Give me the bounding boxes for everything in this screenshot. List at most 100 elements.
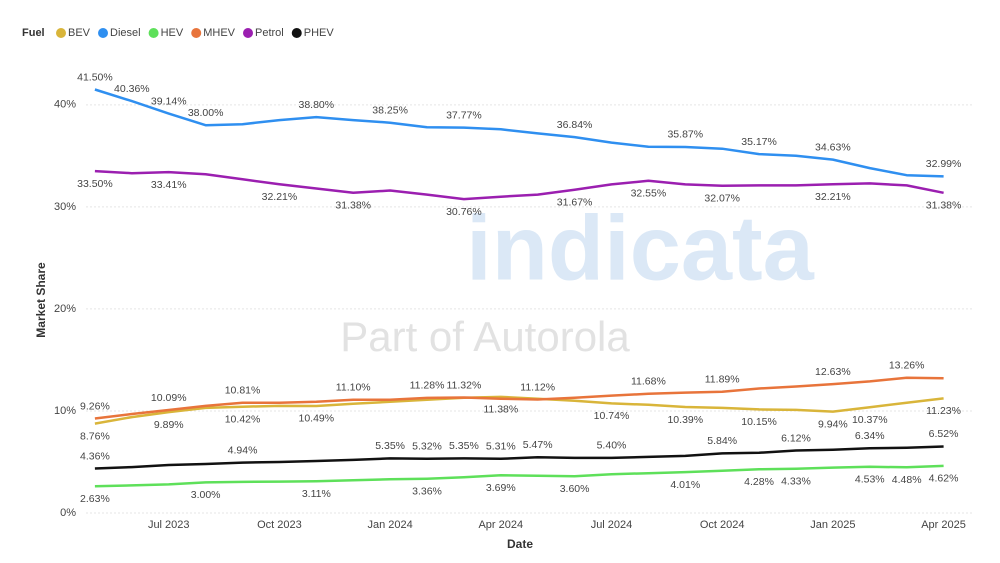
- legend-label: MHEV: [203, 27, 235, 39]
- data-label: 2.63%: [80, 493, 110, 505]
- legend-label: Petrol: [255, 27, 284, 39]
- data-label: 11.28%: [410, 380, 445, 392]
- data-label: 31.38%: [335, 200, 371, 212]
- data-label: 9.89%: [154, 419, 184, 431]
- data-label: 31.38%: [926, 200, 962, 212]
- series-line: [94, 464, 944, 488]
- data-label: 38.25%: [372, 104, 408, 116]
- data-label: 9.94%: [818, 418, 848, 430]
- legend-title: Fuel: [22, 27, 45, 39]
- data-label: 38.80%: [299, 99, 335, 111]
- data-label: 5.31%: [486, 441, 516, 453]
- series-line: [94, 88, 944, 178]
- series-line: [94, 169, 944, 201]
- data-label: 35.87%: [667, 129, 703, 141]
- y-tick-label: 20%: [54, 303, 76, 315]
- data-label: 31.67%: [557, 197, 593, 209]
- legend-swatch: [191, 28, 202, 38]
- data-label: 32.99%: [926, 158, 962, 170]
- data-label: 11.89%: [705, 373, 740, 385]
- legend-label: HEV: [161, 27, 184, 39]
- data-label: 5.32%: [412, 440, 442, 452]
- legend-swatch: [98, 28, 109, 38]
- y-tick-label: 0%: [60, 507, 76, 519]
- data-label: 38.00%: [188, 107, 224, 119]
- legend-label: PHEV: [304, 27, 335, 39]
- data-label: 11.23%: [926, 405, 961, 417]
- data-label: 30.76%: [446, 206, 482, 218]
- data-label: 8.76%: [80, 430, 110, 442]
- data-label: 6.34%: [855, 430, 885, 442]
- data-label: 5.84%: [707, 435, 737, 447]
- data-label: 12.63%: [815, 366, 851, 378]
- data-label: 13.26%: [889, 359, 925, 371]
- data-label: 9.26%: [80, 400, 110, 412]
- data-label: 4.53%: [855, 474, 885, 486]
- data-label: 4.94%: [228, 444, 258, 456]
- data-label: 5.35%: [375, 440, 405, 452]
- data-label: 4.48%: [892, 474, 922, 486]
- data-label: 39.14%: [151, 95, 187, 107]
- data-label: 32.55%: [631, 188, 667, 200]
- data-label: 3.36%: [412, 485, 442, 497]
- x-tick-label: Oct 2024: [700, 519, 745, 531]
- x-tick-label: Jul 2024: [591, 519, 633, 531]
- data-label: 6.12%: [781, 432, 811, 444]
- watermark-logo: indicata: [466, 197, 814, 299]
- data-label: 36.84%: [557, 119, 593, 131]
- series-line: [94, 445, 944, 470]
- data-label: 4.36%: [80, 450, 110, 462]
- x-tick-label: Jul 2023: [148, 519, 190, 531]
- legend-swatch: [56, 28, 66, 38]
- data-label: 10.09%: [151, 392, 187, 404]
- legend-swatch: [148, 28, 159, 38]
- data-label: 3.00%: [191, 489, 221, 501]
- data-label: 4.33%: [781, 476, 811, 488]
- data-label: 3.11%: [302, 488, 331, 500]
- legend-swatch: [291, 28, 302, 38]
- data-label: 32.07%: [704, 193, 740, 205]
- data-label: 10.74%: [594, 410, 630, 422]
- data-label: 32.21%: [262, 191, 298, 203]
- data-label: 10.81%: [225, 384, 261, 396]
- data-label: 11.68%: [631, 376, 666, 388]
- data-label: 33.50%: [77, 178, 113, 190]
- data-label: 6.52%: [929, 428, 959, 440]
- data-label: 10.39%: [667, 414, 703, 426]
- y-tick-label: 10%: [54, 405, 76, 417]
- data-label: 37.77%: [446, 109, 482, 121]
- data-label: 10.42%: [225, 413, 261, 425]
- data-label: 11.32%: [446, 379, 481, 391]
- data-label: 11.10%: [336, 382, 371, 394]
- data-label: 34.63%: [815, 141, 851, 153]
- data-label: 5.40%: [597, 440, 627, 452]
- data-label: 3.69%: [486, 482, 516, 494]
- data-label: 4.28%: [744, 476, 774, 488]
- data-label: 10.49%: [299, 413, 335, 425]
- data-label: 10.15%: [741, 416, 777, 428]
- series-line: [94, 395, 944, 425]
- x-tick-label: Apr 2025: [921, 519, 966, 531]
- data-label: 32.21%: [815, 191, 851, 203]
- data-label: 33.41%: [151, 179, 187, 191]
- data-label: 40.36%: [114, 83, 150, 95]
- data-label: 5.35%: [449, 440, 479, 452]
- series-line: [94, 376, 944, 420]
- legend-swatch: [243, 28, 253, 38]
- data-label: 10.37%: [852, 414, 888, 426]
- x-axis-title: Date: [507, 537, 533, 551]
- y-tick-label: 30%: [54, 201, 76, 213]
- data-label: 35.17%: [741, 136, 777, 148]
- legend-label: Diesel: [110, 27, 141, 39]
- data-label: 41.50%: [77, 71, 113, 83]
- data-label: 5.47%: [523, 439, 553, 451]
- x-tick-label: Jan 2024: [367, 519, 412, 531]
- x-tick-label: Apr 2024: [478, 519, 523, 531]
- data-label: 3.60%: [560, 483, 590, 495]
- y-tick-label: 40%: [54, 99, 76, 111]
- data-label: 11.12%: [520, 381, 555, 393]
- x-tick-label: Oct 2023: [257, 519, 302, 531]
- y-axis-title: Market Share: [34, 262, 48, 338]
